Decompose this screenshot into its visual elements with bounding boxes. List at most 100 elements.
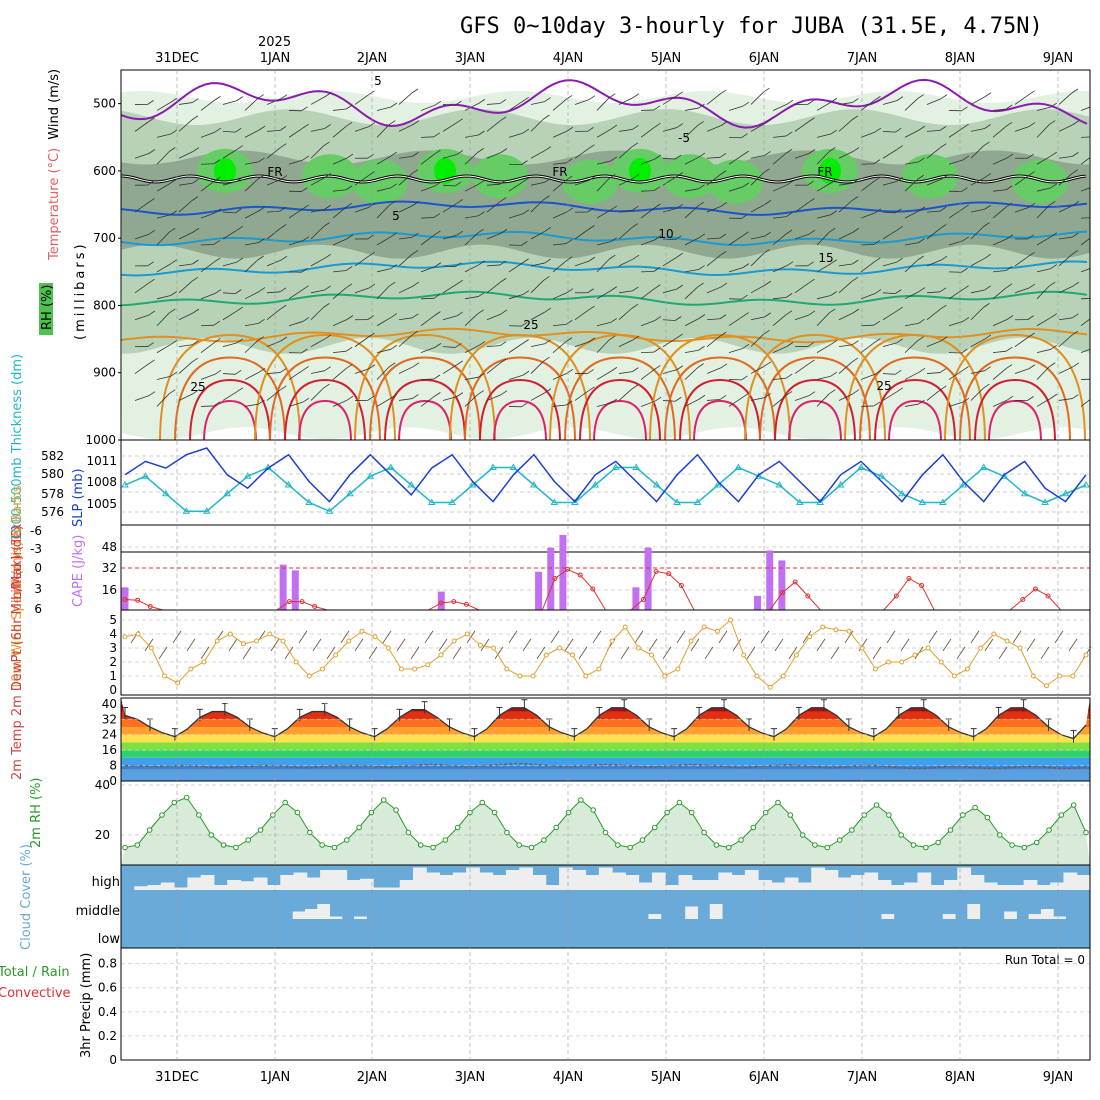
wind-barb-flag	[918, 287, 926, 292]
wind-barb-flag	[258, 206, 266, 212]
wind-barb	[442, 122, 457, 132]
cloud-high-gap	[452, 872, 467, 890]
wind-barb	[860, 293, 876, 300]
cloud-mid-gap	[1053, 916, 1066, 919]
temperature-contour	[121, 200, 1088, 216]
wind-barb	[200, 163, 214, 165]
wind-barb	[750, 155, 765, 159]
temp2m-tick-label: 32	[102, 712, 117, 726]
wind-barb-flag	[1027, 153, 1034, 159]
rh2m-marker	[159, 812, 165, 818]
wind-barb-flag	[1006, 266, 1013, 271]
wind-barb-flag	[830, 259, 838, 265]
wind-barb	[200, 405, 214, 407]
total-rain-label: Total / Rain	[0, 965, 70, 980]
wind-barb-flag	[851, 115, 859, 121]
wind-barb	[816, 133, 831, 138]
wind-barb	[552, 404, 567, 407]
pressure-tick-label: 500	[93, 97, 116, 111]
wind-barb-flag	[764, 151, 771, 156]
wind-barb	[420, 315, 435, 327]
wind10m-barb	[886, 630, 896, 644]
wind-barb-flag	[983, 222, 990, 227]
wind-barb	[530, 118, 544, 132]
wind10m-marker	[609, 638, 615, 644]
wind-barb-flag	[1027, 234, 1034, 240]
wind-barb-flag	[522, 370, 530, 376]
wind-barb	[728, 186, 744, 192]
wind-barb-flag	[390, 393, 398, 399]
wind-barb-flag	[456, 150, 464, 155]
wind-barb-flag	[1072, 120, 1080, 125]
wind10m-marker	[319, 666, 325, 672]
wind-barb	[926, 228, 941, 240]
rh2m-marker	[331, 844, 338, 851]
wind-barb	[200, 212, 216, 219]
wind-barb	[618, 209, 633, 213]
wind-barb	[508, 132, 524, 138]
wind-barb	[420, 185, 436, 192]
wind-barb-flag	[301, 348, 308, 354]
wind-barb-flag	[257, 336, 264, 342]
temp2m-tick-label: 8	[109, 759, 117, 773]
wind-barb-flag	[522, 128, 530, 134]
cloud-high-gap	[1050, 882, 1064, 890]
wind-barb	[816, 231, 830, 246]
wind-barb	[706, 205, 722, 213]
wind10m-barb	[186, 638, 196, 652]
wind-barb	[706, 93, 721, 105]
cape-bar	[644, 547, 652, 610]
wind-barb	[134, 282, 149, 294]
wind-barb-flag	[852, 227, 860, 233]
wind-barb-flag	[1094, 133, 1100, 137]
wind-barb	[970, 289, 985, 294]
cloud-bars	[121, 865, 1091, 948]
li-marker	[906, 576, 912, 581]
wind-barb	[244, 259, 258, 273]
wind-barb-flag	[456, 311, 464, 317]
wind-barb-flag	[830, 340, 838, 345]
wind-barb-flag	[258, 157, 265, 163]
wind10m-tick-label: 1	[109, 669, 117, 683]
wind-barb-flag	[1006, 315, 1014, 320]
li-marker	[312, 604, 318, 609]
wind-barb	[706, 399, 721, 401]
wind-barb-flag	[874, 96, 881, 101]
wind-barb-flag	[368, 332, 375, 338]
rh2m-marker	[602, 829, 609, 836]
wind10m-label: 10m Wind Speed (m/s) & Barbs	[10, 485, 25, 690]
wind-barb	[1036, 124, 1050, 138]
li-marker	[463, 601, 469, 607]
cloud-high-gap	[691, 880, 706, 890]
rh2m-marker	[639, 837, 646, 843]
wind-barb	[134, 314, 150, 321]
wind10m-marker	[741, 652, 747, 658]
wind-barb-flag	[522, 177, 529, 183]
wind-barb	[992, 206, 1007, 219]
thickness-marker	[693, 498, 702, 505]
wind-barb-flag	[147, 100, 154, 105]
cloud-high-gap	[559, 867, 573, 890]
wind-barb	[376, 106, 391, 111]
wind-barb-flag	[917, 94, 924, 99]
wind10m-marker	[714, 628, 720, 634]
wind-barb-flag	[565, 337, 573, 342]
wind10m-marker	[543, 652, 549, 658]
wind-barb	[1014, 126, 1030, 132]
wind-barb-flag	[345, 283, 353, 289]
wind-barb	[728, 396, 743, 407]
wind-barb	[200, 373, 216, 380]
wind-barb-flag	[192, 98, 199, 103]
wind10m-marker	[227, 631, 233, 637]
thickness-marker	[1061, 489, 1070, 497]
wind-barb	[882, 373, 896, 375]
wind-barb-flag	[1006, 104, 1013, 110]
cloud-high-gap	[134, 886, 149, 890]
wind-barb-flag	[675, 316, 682, 321]
cloud-high-gap	[492, 875, 507, 890]
wind-barb-flag	[698, 345, 705, 351]
wind-barb	[266, 98, 282, 105]
warm-contour	[549, 333, 691, 440]
